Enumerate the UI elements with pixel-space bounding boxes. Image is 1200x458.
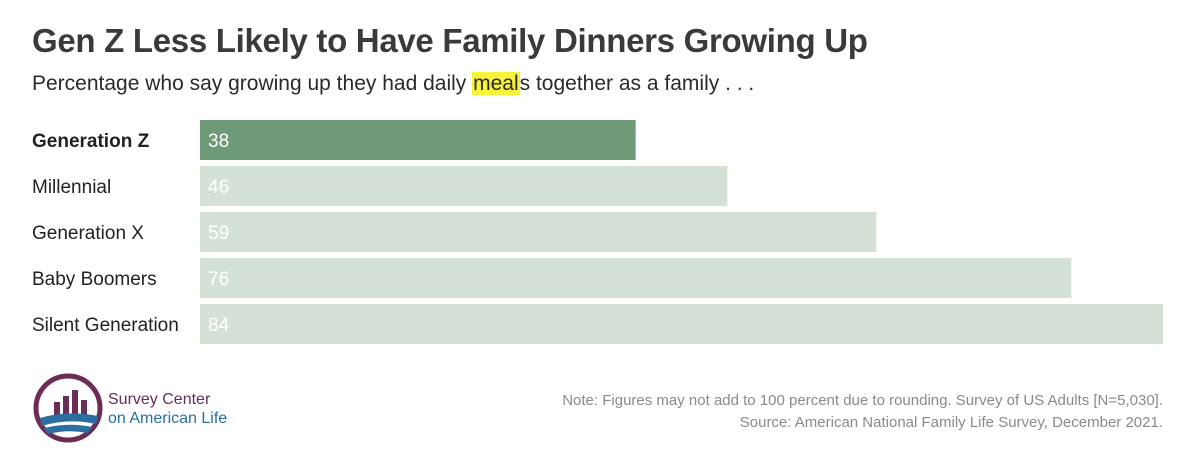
value-label: 46: [208, 177, 229, 198]
chart-title: Gen Z Less Likely to Have Family Dinners…: [32, 22, 868, 59]
value-label: 38: [208, 131, 229, 152]
brand-line-1: Survey Center: [108, 391, 211, 408]
category-label: Generation X: [32, 223, 144, 244]
note-line: Note: Figures may not add to 100 percent…: [562, 392, 1163, 409]
chart-subtitle: Percentage who say growing up they had d…: [32, 72, 754, 96]
survey-center-logo-icon: [33, 373, 103, 443]
brand-name: Survey Center on American Life: [108, 390, 227, 428]
bar-chart: Generation Z 38 Millennial 46 Generation X 59…: [32, 120, 1163, 344]
subtitle-text-end: s together as a family . . .: [519, 72, 755, 95]
source-line: Source: American National Family Life Su…: [739, 414, 1163, 431]
bar: [200, 212, 877, 252]
footnote: Note: Figures may not add to 100 percent…: [562, 390, 1163, 434]
category-label: Generation Z: [32, 131, 150, 152]
category-label: Millennial: [32, 177, 111, 198]
value-label: 59: [208, 223, 229, 244]
category-label: Baby Boomers: [32, 269, 157, 290]
bar: [200, 304, 1163, 344]
bar: [200, 258, 1072, 298]
category-label: Silent Generation: [32, 315, 179, 336]
value-label: 84: [208, 315, 230, 336]
subtitle-text-start: Percentage who say growing up they had d…: [32, 72, 473, 95]
bar: [200, 166, 728, 206]
bar: [200, 120, 636, 160]
value-label: 76: [208, 269, 229, 290]
subtitle-highlighted-word: meal: [472, 72, 520, 95]
brand-line-2: on American Life: [108, 410, 228, 427]
